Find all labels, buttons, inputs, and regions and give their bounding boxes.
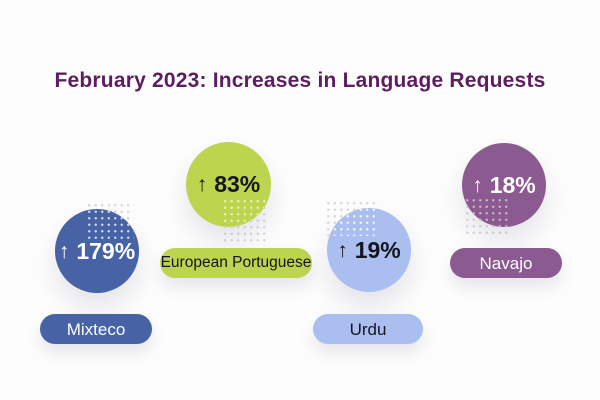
bubble-circle-urdu: ↑ 19% [327,208,411,292]
up-arrow-icon: ↑ [472,173,483,197]
stat-value-mixteco: ↑ 179% [58,237,136,264]
bubble-circle-european-portuguese: ↑ 83% [186,142,271,227]
percent-value: 179% [76,237,136,264]
page-title: February 2023: Increases in Language Req… [54,69,546,93]
dot-pattern-inside [86,209,134,242]
bubble-circle-navajo: ↑ 18% [462,143,546,227]
percent-value: 19% [354,236,401,263]
percent-value: 83% [214,171,261,197]
stat-value-navajo: ↑ 18% [472,171,536,198]
up-arrow-icon: ↑ [58,239,70,263]
stat-value-european-portuguese: ↑ 83% [197,173,261,196]
language-label-pill-navajo: Navajo [450,248,562,278]
stat-value-urdu: ↑ 19% [337,236,401,263]
language-label-pill-urdu: Urdu [313,314,423,344]
language-label-pill-mixteco: Mixteco [40,314,152,344]
dot-pattern-inside [222,198,266,227]
bubble-circle-mixteco: ↑ 179% [55,209,139,293]
language-label-pill-european-portuguese: European Portuguese [160,248,312,278]
dot-pattern-inside [327,208,375,236]
up-arrow-icon: ↑ [337,238,348,262]
percent-value: 18% [489,171,536,198]
up-arrow-icon: ↑ [196,173,208,196]
dot-pattern-inside [464,197,508,227]
